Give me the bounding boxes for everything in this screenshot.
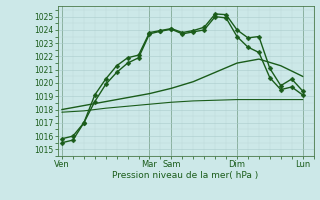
X-axis label: Pression niveau de la mer( hPa ): Pression niveau de la mer( hPa ) [112,171,259,180]
